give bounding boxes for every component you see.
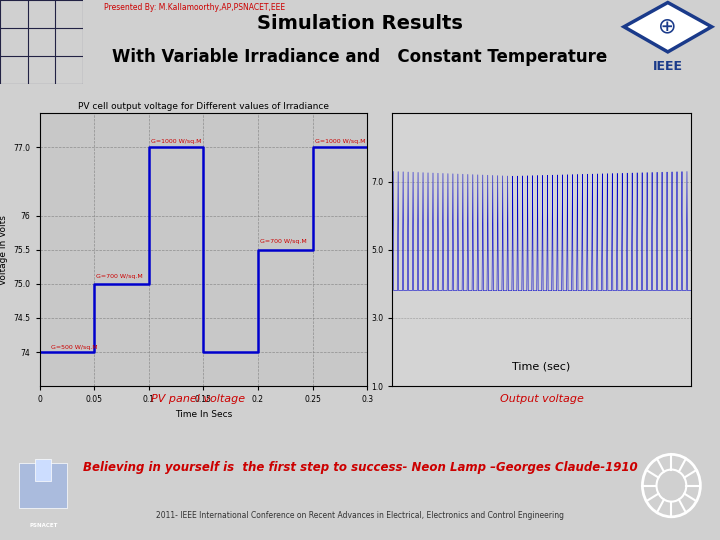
Text: G=700 W/sq.M: G=700 W/sq.M: [96, 274, 143, 279]
Text: IEEE: IEEE: [653, 60, 683, 73]
Text: G=700 W/sq.M: G=700 W/sq.M: [260, 239, 307, 244]
Text: Presented By: M.Kallamoorthy,AP,PSNACET,EEE: Presented By: M.Kallamoorthy,AP,PSNACET,…: [104, 3, 286, 11]
Text: G=1000 W/sq.M: G=1000 W/sq.M: [151, 139, 202, 144]
Text: With Variable Irradiance and   Constant Temperature: With Variable Irradiance and Constant Te…: [112, 48, 608, 66]
Text: PV panel voltage: PV panel voltage: [151, 394, 245, 404]
Polygon shape: [624, 3, 711, 52]
Text: PSNACET: PSNACET: [29, 523, 58, 528]
Text: Output voltage: Output voltage: [500, 394, 583, 404]
Text: Believing in yourself is  the first step to success- Neon Lamp –Georges Claude-1: Believing in yourself is the first step …: [83, 461, 637, 474]
Text: G=1000 W/sq.M: G=1000 W/sq.M: [315, 139, 365, 144]
Y-axis label: Voltage In Volts: Voltage In Volts: [0, 215, 8, 285]
Title: PV cell output voltage for Different values of Irradiance: PV cell output voltage for Different val…: [78, 102, 329, 111]
Text: 2011- IEEE International Conference on Recent Advances in Electrical, Electronic: 2011- IEEE International Conference on R…: [156, 511, 564, 520]
Bar: [19, 463, 67, 508]
Bar: [35, 459, 51, 481]
Text: ⊕: ⊕: [659, 17, 677, 37]
Text: Time (sec): Time (sec): [513, 362, 570, 372]
X-axis label: Time In Secs: Time In Secs: [175, 410, 232, 418]
Text: G=500 W/sq.M: G=500 W/sq.M: [50, 345, 97, 349]
Text: Simulation Results: Simulation Results: [257, 14, 463, 33]
